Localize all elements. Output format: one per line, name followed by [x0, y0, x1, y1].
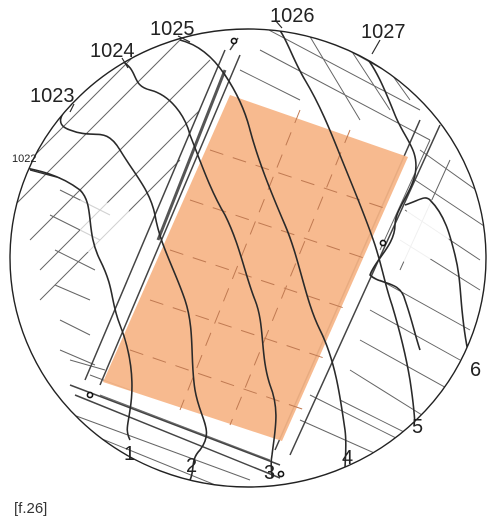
contour-label-1023: 1023 [30, 85, 75, 107]
section-label-4: 4 [342, 447, 353, 469]
contour-label-1026: 1026 [270, 5, 315, 27]
section-label-5: 5 [412, 416, 423, 438]
figure-caption: [f.26] [14, 500, 48, 517]
road-centerline [156, 69, 227, 241]
contour-1023 [59, 104, 208, 481]
survey-points [86, 37, 387, 478]
contour-lines [10, 29, 471, 481]
contour-label-1024: 1024 [90, 40, 135, 62]
contour-label-1022: 1022 [12, 153, 36, 165]
section-label-1: 1 [124, 443, 135, 465]
white-patch [395, 200, 450, 270]
section-label-6: 6 [470, 359, 481, 381]
contour-1025 [179, 39, 347, 471]
white-patch-left [80, 200, 130, 260]
contour-label-1025: 1025 [150, 18, 195, 40]
contour-6 [404, 197, 471, 361]
view-circle [9, 28, 487, 488]
leader-lines [29, 19, 381, 179]
contour-1026 [269, 29, 416, 431]
parcel-grid [129, 109, 391, 426]
section-label-2: 2 [186, 455, 197, 477]
contour-label-1027: 1027 [361, 21, 406, 43]
contour-1024 [119, 59, 277, 479]
contour-1027 [359, 49, 421, 351]
section-label-3: 3 [264, 462, 275, 484]
site-parcel [103, 95, 408, 441]
contour-1022 [10, 164, 133, 441]
